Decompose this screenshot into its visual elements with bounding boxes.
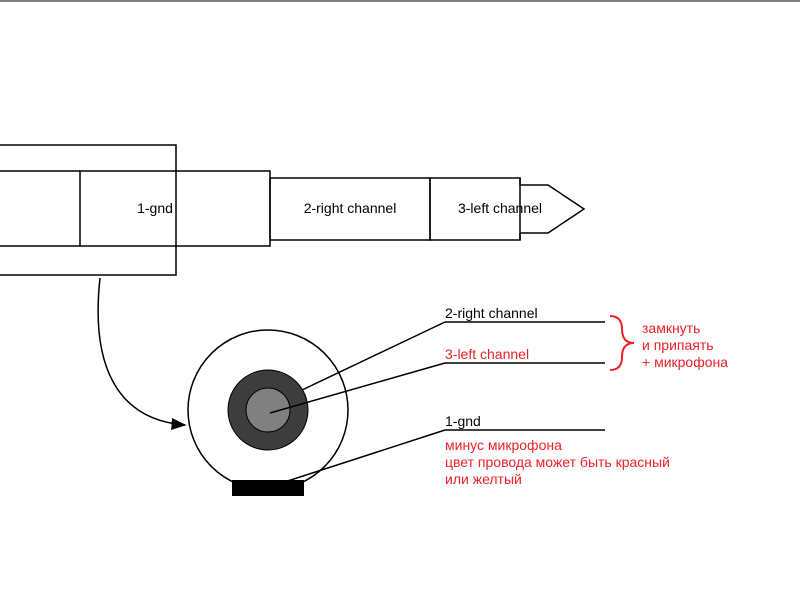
mic-note-3: или желтый bbox=[445, 471, 522, 487]
front-center bbox=[246, 388, 290, 432]
bracket-text-2: и припаять bbox=[642, 337, 714, 353]
jack-diagram: 1-gnd 2-right channel 3-left channel 2-r… bbox=[0, 0, 800, 600]
label-seg2: 2-right channel bbox=[304, 200, 397, 216]
callout-right-channel: 2-right channel bbox=[445, 305, 538, 321]
callout-gnd: 1-gnd bbox=[445, 413, 481, 429]
callout-left-channel: 3-left channel bbox=[445, 346, 529, 362]
bracket-text-1: замкнуть bbox=[642, 320, 700, 336]
mic-note-2: цвет провода может быть красный bbox=[445, 454, 670, 470]
label-seg1: 1-gnd bbox=[137, 200, 173, 216]
mic-note-1: минус микрофона bbox=[445, 437, 562, 453]
red-bracket bbox=[610, 316, 634, 370]
jack-seg-gnd bbox=[80, 171, 270, 246]
label-seg3: 3-left channel bbox=[458, 200, 542, 216]
bracket-text-3: + микрофона bbox=[642, 354, 728, 370]
link-arrow bbox=[98, 278, 185, 425]
